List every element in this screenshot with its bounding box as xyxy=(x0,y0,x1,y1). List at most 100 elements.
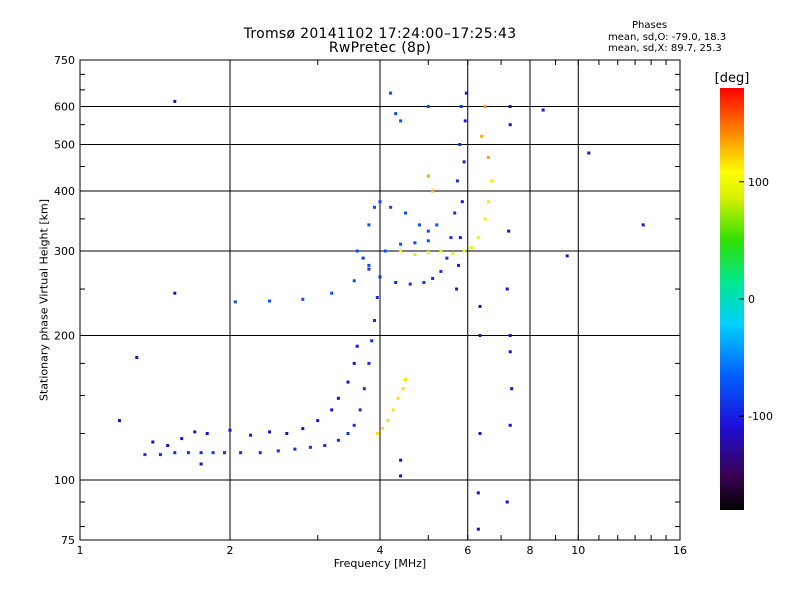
echo-point xyxy=(352,279,356,283)
colorbar-tick-label: -100 xyxy=(748,410,773,423)
echo-point xyxy=(239,451,243,455)
echo-point xyxy=(426,174,430,178)
echo-point xyxy=(223,451,226,455)
echo-point xyxy=(361,256,365,260)
echo-point xyxy=(367,223,371,227)
echo-point xyxy=(258,451,262,455)
echo-point xyxy=(451,252,455,256)
echo-point xyxy=(249,433,253,437)
echo-point xyxy=(508,423,512,427)
echo-point xyxy=(389,205,393,209)
echo-point xyxy=(199,451,203,455)
echo-point xyxy=(435,223,439,227)
echo-point xyxy=(323,444,327,447)
echo-point xyxy=(426,229,430,233)
echo-point xyxy=(205,432,209,435)
echo-point xyxy=(508,105,512,108)
echo-point xyxy=(118,419,121,423)
echo-point xyxy=(408,282,412,286)
echo-point xyxy=(358,408,362,412)
echo-point xyxy=(508,123,512,127)
echo-point xyxy=(346,432,350,435)
echo-point xyxy=(367,263,371,267)
echo-point xyxy=(228,428,232,432)
echo-point xyxy=(431,189,435,193)
echo-point xyxy=(463,119,467,123)
echo-point xyxy=(478,304,482,308)
echo-point xyxy=(455,287,459,291)
echo-point xyxy=(336,438,340,442)
echo-point xyxy=(285,432,289,435)
echo-point xyxy=(404,211,407,215)
echo-point xyxy=(308,445,312,449)
echo-point xyxy=(480,134,484,138)
echo-point xyxy=(458,236,462,240)
x-tick-label: 1 xyxy=(77,544,84,557)
echo-point xyxy=(490,179,494,183)
grid-lines xyxy=(80,60,680,540)
echo-point xyxy=(505,500,509,504)
chart-title: Tromsø 20141102 17:24:00–17:25:43 xyxy=(243,26,517,42)
x-tick-label: 8 xyxy=(527,544,534,557)
echo-point xyxy=(367,361,371,365)
echo-point xyxy=(186,451,190,455)
echo-point xyxy=(459,105,463,108)
y-tick-label: 500 xyxy=(54,139,75,152)
echo-point xyxy=(458,143,462,146)
colorbar: [deg] 100 0 -100 xyxy=(715,71,773,510)
echo-point xyxy=(399,119,403,123)
x-axis-label: Frequency [MHz] xyxy=(333,557,427,570)
echo-point xyxy=(510,387,514,391)
echo-point xyxy=(391,408,395,412)
x-tick-label: 10 xyxy=(571,544,585,557)
colorbar-tick-label: 0 xyxy=(748,293,755,306)
echo-point xyxy=(173,451,177,455)
phase-stats-x-line: mean, sd,X: 89.7, 25.3 xyxy=(608,43,722,54)
x-tick-label: 6 xyxy=(464,544,471,557)
echo-point xyxy=(373,319,376,322)
echo-point xyxy=(173,99,177,103)
echo-point xyxy=(449,236,453,240)
echo-point xyxy=(399,474,403,478)
echo-point xyxy=(211,451,215,455)
echo-point xyxy=(457,263,460,267)
echo-point xyxy=(396,396,400,400)
echo-point xyxy=(394,112,398,116)
x-tick-label: 4 xyxy=(377,544,384,557)
echo-point xyxy=(565,254,569,258)
echo-point xyxy=(370,339,374,343)
echo-point xyxy=(301,297,305,301)
echo-point xyxy=(399,458,403,462)
echo-point xyxy=(483,217,487,221)
echo-point xyxy=(383,249,387,253)
echo-point xyxy=(399,249,403,253)
echo-point xyxy=(330,291,334,295)
y-tick-label: 400 xyxy=(54,185,75,198)
chart-subtitle: RwPretec (8p) xyxy=(328,40,432,56)
echo-point xyxy=(355,249,359,253)
axes: 1 2 4 6 8 10 16 75 100 200 300 400 500 600 750 xyxy=(54,54,687,557)
echo-point xyxy=(355,344,359,348)
echo-point xyxy=(336,396,340,400)
echo-point xyxy=(173,291,177,295)
echo-point xyxy=(276,449,280,453)
echo-point xyxy=(460,200,464,204)
echo-point xyxy=(381,427,385,431)
echo-point xyxy=(316,419,320,423)
echo-point xyxy=(301,427,305,431)
echo-point xyxy=(346,380,350,384)
echo-point xyxy=(422,281,426,284)
echo-point xyxy=(478,334,482,337)
y-tick-label: 300 xyxy=(54,245,75,258)
echo-point xyxy=(367,267,371,271)
echo-point xyxy=(268,299,271,303)
x-tick-label: 16 xyxy=(673,544,687,557)
colorbar-label: [deg] xyxy=(715,71,750,86)
colorbar-tick-label: 100 xyxy=(748,176,769,189)
echo-point xyxy=(445,256,449,260)
echo-point xyxy=(476,236,480,240)
echo-point xyxy=(166,444,170,447)
echo-point xyxy=(641,223,645,227)
echo-point xyxy=(233,300,237,304)
